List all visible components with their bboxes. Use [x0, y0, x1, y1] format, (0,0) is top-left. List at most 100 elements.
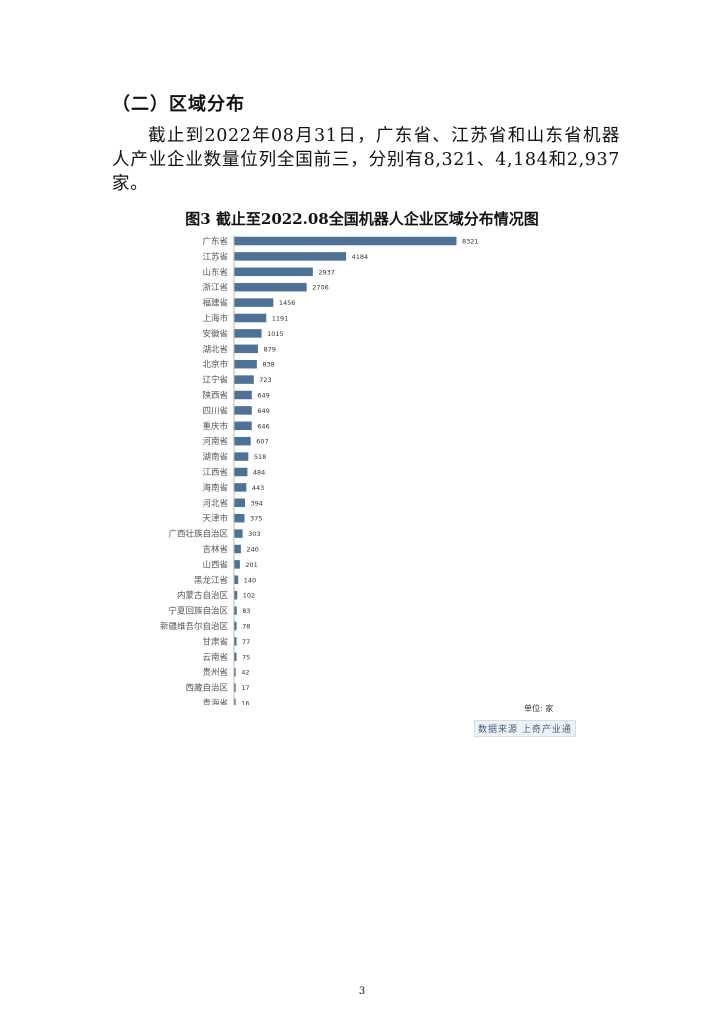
bar: [234, 375, 254, 384]
category-label: 贵州省: [202, 667, 228, 678]
bar: [234, 544, 241, 554]
bar: [234, 421, 252, 431]
category-label: 广西壮族自治区: [168, 529, 228, 540]
category-label: 陕西省: [202, 390, 228, 401]
bar: [234, 683, 236, 692]
bar-value-label: 1456: [279, 299, 296, 307]
bar-value-label: 77: [242, 638, 250, 646]
bar-value-label: 879: [263, 345, 275, 353]
bar-value-label: 518: [254, 453, 266, 461]
bar-value-label: 838: [262, 361, 274, 369]
bar-value-label: 201: [245, 561, 257, 569]
bar: [234, 575, 239, 585]
category-label: 内蒙古自治区: [177, 590, 229, 601]
bar: [234, 236, 457, 246]
bar: [234, 667, 236, 677]
category-label: 河南省: [202, 436, 228, 447]
bar: [234, 436, 251, 446]
bar-value-label: 394: [251, 499, 263, 507]
bar: [234, 560, 240, 569]
category-label: 新疆维吾尔自治区: [160, 621, 229, 632]
figure-title: 图3 截止至2022.08全国机器人企业区域分布情况图: [185, 210, 539, 228]
category-label: 云南省: [202, 652, 228, 663]
category-label: 宁夏回族自治区: [168, 606, 228, 617]
bar-value-label: 140: [244, 576, 256, 584]
bar-value-label: 649: [257, 407, 269, 415]
bar: [234, 498, 246, 508]
bar: [234, 390, 252, 400]
bar: [234, 252, 347, 261]
unit-label: 单位: 家: [524, 704, 554, 713]
bar: [234, 452, 249, 461]
bar-value-label: 2706: [312, 284, 329, 292]
region-bar-chart: 广东省 8321 江苏省 4184 山东省 2937 浙江省 2706 福建省 1456 上海市 11…: [160, 235, 479, 706]
category-label: 江西省: [202, 467, 228, 478]
bar-value-label: 443: [252, 484, 264, 492]
bar-value-label: 2937: [318, 268, 335, 276]
bar: [234, 313, 267, 323]
bar-value-label: 375: [250, 515, 262, 523]
category-label: 海南省: [202, 482, 228, 493]
bar-value-label: 17: [241, 684, 249, 692]
category-label: 河北省: [202, 498, 228, 509]
bar: [234, 513, 245, 523]
section-heading: （二）区域分布: [112, 94, 245, 115]
bar: [234, 606, 237, 615]
category-label: 湖南省: [202, 452, 228, 463]
category-label: 浙江省: [202, 282, 228, 293]
bar: [234, 467, 248, 477]
page-number: 3: [358, 986, 366, 997]
bar: [234, 406, 252, 415]
category-label: 北京市: [202, 359, 228, 370]
bar: [234, 590, 238, 600]
bar: [234, 359, 257, 369]
bar-value-label: 75: [242, 653, 250, 661]
bar: [234, 344, 258, 354]
category-label: 天津市: [202, 513, 228, 524]
category-label: 上海市: [202, 313, 228, 324]
bar: [234, 483, 247, 492]
bar-value-label: 240: [246, 546, 258, 554]
bar-value-label: 102: [243, 592, 255, 600]
bar-value-label: 646: [257, 422, 269, 430]
data-source-badge: 数据来源 上奇产业通: [474, 720, 576, 737]
bar-value-label: 607: [256, 438, 268, 446]
category-label: 江苏省: [202, 251, 228, 262]
category-label: 甘肃省: [202, 636, 228, 647]
category-label: 广东省: [202, 236, 228, 247]
bar: [234, 621, 237, 631]
category-label: 山东省: [202, 267, 228, 278]
bar: [234, 698, 236, 705]
category-label: 湖北省: [202, 344, 228, 355]
category-label: 吉林省: [202, 544, 228, 555]
bar-value-label: 1191: [272, 315, 289, 323]
bar-value-label: 16: [241, 700, 249, 706]
bar: [234, 637, 237, 646]
bar-value-label: 42: [241, 669, 249, 677]
bar-value-label: 1015: [267, 330, 284, 338]
bar: [234, 267, 313, 277]
category-label: 黑龙江省: [194, 575, 229, 586]
body-paragraph: 截止到2022年08月31日，广东省、江苏省和山东省机器人产业企业数量位列全国前…: [112, 126, 620, 194]
bar: [234, 282, 307, 292]
category-label: 西藏自治区: [185, 683, 228, 694]
bar-value-label: 723: [259, 376, 271, 384]
bar-value-label: 78: [242, 623, 250, 631]
category-label: 青海省: [202, 698, 228, 705]
category-label: 重庆市: [202, 421, 228, 432]
bar-value-label: 8321: [462, 238, 479, 246]
bar-value-label: 649: [257, 392, 269, 400]
category-label: 四川省: [202, 405, 228, 416]
bar-value-label: 4184: [352, 253, 369, 261]
category-label: 山西省: [202, 559, 228, 570]
bar: [234, 298, 274, 307]
category-label: 福建省: [202, 298, 228, 309]
category-label: 安徽省: [202, 328, 228, 339]
bar-value-label: 83: [242, 607, 250, 615]
bar-value-label: 303: [248, 530, 260, 538]
category-label: 辽宁省: [202, 375, 228, 386]
bar: [234, 652, 237, 662]
bar-value-label: 484: [253, 469, 265, 477]
bar: [234, 329, 262, 338]
bar: [234, 529, 243, 538]
